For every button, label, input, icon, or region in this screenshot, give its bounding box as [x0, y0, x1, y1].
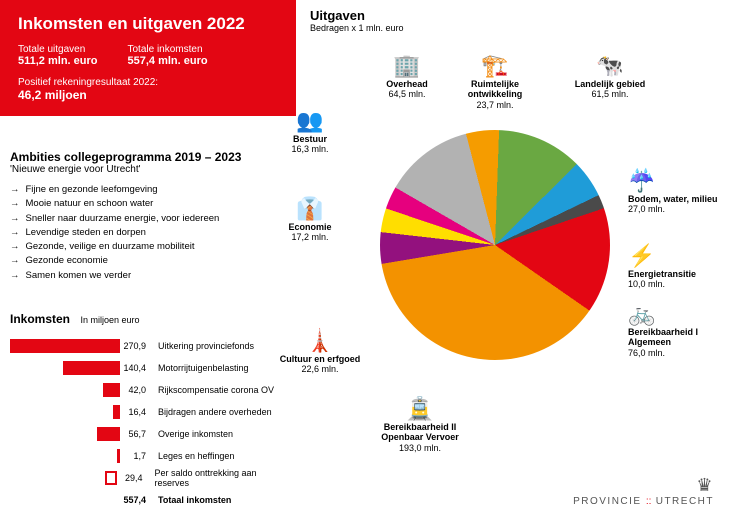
ambities-item: Fijne en gezonde leefomgeving — [10, 183, 290, 197]
bar-row: 56,7Overige inkomsten — [10, 424, 290, 444]
ambities-item: Samen komen we verder — [10, 269, 290, 283]
category-icon: 👔 — [265, 198, 355, 220]
ambities-title: Ambities collegeprogramma 2019 – 2023 — [10, 150, 290, 164]
org-logo: ♛ PROVINCIE :: UTRECHT — [573, 476, 714, 507]
total-inkomsten: Totale inkomsten 557,4 mln. euro — [127, 44, 207, 67]
category-icon: 🏢 — [362, 55, 452, 77]
page-title: Inkomsten en uitgaven 2022 — [18, 14, 278, 34]
category-icon: ☔ — [628, 170, 728, 192]
slice-label: ☔Bodem, water, milieu27,0 mln. — [628, 170, 728, 215]
bar-total-row: 557,4Totaal inkomsten — [10, 490, 290, 510]
ambities-list: Fijne en gezonde leefomgevingMooie natuu… — [10, 183, 290, 283]
summary-header: Inkomsten en uitgaven 2022 Totale uitgav… — [0, 0, 296, 116]
inkomsten-section: Inkomsten In miljoen euro 270,9Uitkering… — [10, 310, 290, 516]
slice-label: 🚊Bereikbaarheid II Openbaar Vervoer193,0… — [375, 398, 465, 453]
slice-label: 🏢Overhead64,5 mln. — [362, 55, 452, 100]
result-summary: Positief rekeningresultaat 2022: 46,2 mi… — [18, 77, 278, 102]
category-icon: 🏗️ — [450, 55, 540, 77]
inkomsten-title: Inkomsten — [10, 312, 70, 326]
ambities-item: Gezonde, veilige en duurzame mobiliteit — [10, 240, 290, 254]
slice-label: 👔Economie17,2 mln. — [265, 198, 355, 243]
slice-label: ⚡Energietransitie10,0 mln. — [628, 245, 728, 290]
ambities-item: Levendige steden en dorpen — [10, 226, 290, 240]
bar-row: 29,4Per saldo onttrekking aan reserves — [10, 468, 290, 488]
pie-chart — [380, 130, 610, 360]
category-icon: 🐄 — [565, 55, 655, 77]
ambities-item: Mooie natuur en schoon water — [10, 197, 290, 211]
uitgaven-unit: Bedragen x 1 mln. euro — [310, 23, 404, 33]
total-uitgaven: Totale uitgaven 511,2 mln. euro — [18, 44, 97, 67]
slice-label: 🐄Landelijk gebied61,5 mln. — [565, 55, 655, 100]
bar-row: 270,9Uitkering provinciefonds — [10, 336, 290, 356]
category-icon: 🚊 — [375, 398, 465, 420]
category-icon: ⚡ — [628, 245, 728, 267]
ambities-item: Sneller naar duurzame energie, voor iede… — [10, 212, 290, 226]
ambities-subtitle: 'Nieuwe energie voor Utrecht' — [10, 164, 290, 175]
bar-row: 140,4Motorrijtuigenbelasting — [10, 358, 290, 378]
uitgaven-title: Uitgaven — [310, 8, 404, 23]
slice-label: 🚲Bereikbaarheid I Algemeen76,0 mln. — [628, 303, 728, 358]
bar-row: 1,7Leges en heffingen — [10, 446, 290, 466]
bar-row: 16,4Bijdragen andere overheden — [10, 402, 290, 422]
slice-label: 🏗️Ruimtelijke ontwikkeling23,7 mln. — [450, 55, 540, 110]
crown-icon: ♛ — [573, 476, 714, 494]
ambities-section: Ambities collegeprogramma 2019 – 2023 'N… — [10, 150, 290, 283]
slice-label: 👥Bestuur16,3 mln. — [265, 110, 355, 155]
slice-label: 🗼Cultuur en erfgoed22,6 mln. — [275, 330, 365, 375]
inkomsten-unit: In miljoen euro — [80, 315, 139, 325]
category-icon: 🚲 — [628, 303, 728, 325]
inkomsten-bars: 270,9Uitkering provinciefonds140,4Motorr… — [10, 336, 290, 516]
category-icon: 👥 — [265, 110, 355, 132]
category-icon: 🗼 — [275, 330, 365, 352]
uitgaven-header: Uitgaven Bedragen x 1 mln. euro — [310, 8, 404, 33]
ambities-item: Gezonde economie — [10, 254, 290, 268]
bar-row: 42,0Rijkscompensatie corona OV — [10, 380, 290, 400]
